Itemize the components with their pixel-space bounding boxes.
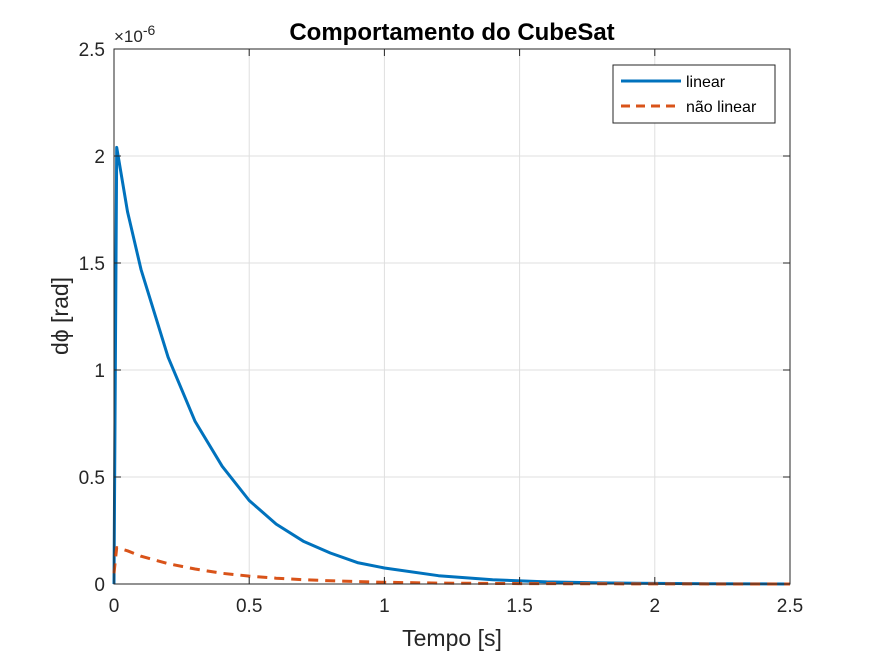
y-tick-label: 1.5 xyxy=(79,254,105,275)
y-tick-label: 1 xyxy=(94,361,105,382)
x-tick-label: 0.5 xyxy=(236,596,262,617)
y-exponent-power: -6 xyxy=(143,22,156,38)
y-exponent-label: ×10-6 xyxy=(114,22,156,46)
legend-label-nonlinear: não linear xyxy=(686,99,757,116)
x-axis-label: Tempo [s] xyxy=(402,625,502,651)
legend-label-linear: linear xyxy=(686,74,726,91)
grid-lines xyxy=(114,49,790,584)
x-tick-labels: 0 0.5 1 1.5 2 2.5 xyxy=(109,596,804,617)
chart-title: Comportamento do CubeSat xyxy=(289,19,614,46)
y-tick-label: 0 xyxy=(94,575,105,596)
legend: linear não linear xyxy=(612,64,776,124)
series-line-nonlinear xyxy=(112,546,791,586)
y-tick-labels: 0 0.5 1 1.5 2 2.5 xyxy=(79,40,105,596)
y-tick-label: 2 xyxy=(94,147,105,168)
x-tick-label: 2.5 xyxy=(777,596,803,617)
x-tick-label: 1 xyxy=(379,596,390,617)
tick-marks xyxy=(113,48,791,585)
x-tick-label: 2 xyxy=(650,596,661,617)
y-axis-label: dϕ [rad] xyxy=(47,277,73,355)
series-line-linear xyxy=(112,145,791,586)
series-layer xyxy=(112,145,791,586)
y-tick-label: 2.5 xyxy=(79,40,105,61)
x-tick-label: 1.5 xyxy=(506,596,532,617)
x-tick-label: 0 xyxy=(109,596,120,617)
plot-area xyxy=(114,49,790,584)
y-tick-label: 0.5 xyxy=(79,468,105,489)
legend-box xyxy=(612,64,776,124)
axes-box xyxy=(113,48,791,585)
